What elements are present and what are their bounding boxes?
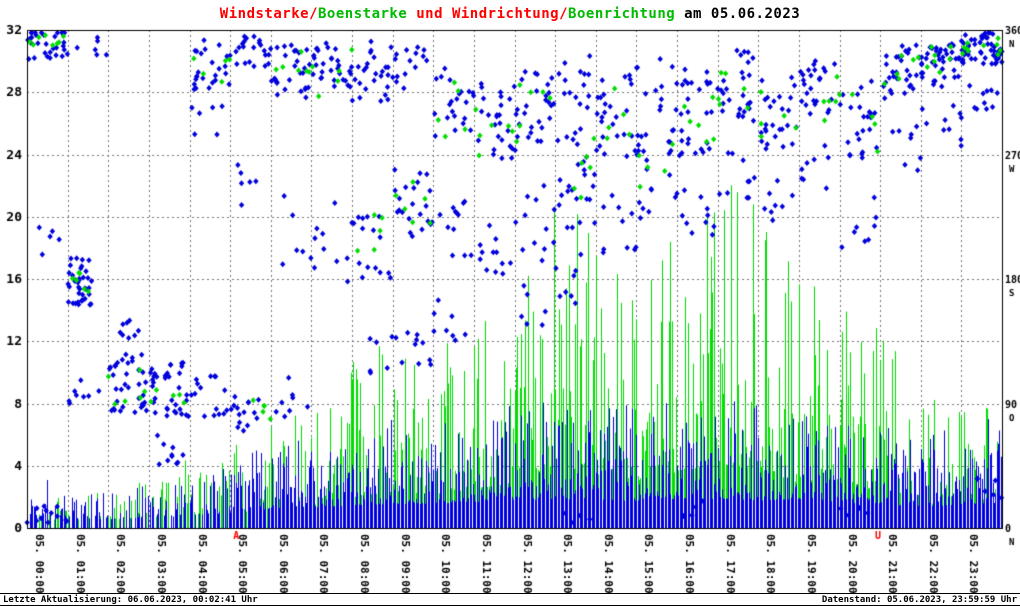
title-segment: Windrichtung/ — [451, 6, 569, 22]
title-segment: Boenrichtung — [568, 6, 676, 22]
title-segment: Boenstarke — [318, 6, 408, 22]
title-segment: am 05.06.2023 — [675, 6, 801, 22]
title-segment: Windstarke/ — [219, 6, 318, 22]
last-update-text: Letzte Aktualisierung: 06.06.2023, 00:02… — [3, 594, 258, 605]
title-segment: und — [407, 6, 452, 22]
chart-title: Windstarke/Boenstarke und Windrichtung/B… — [0, 6, 1020, 22]
footer-bar: Letzte Aktualisierung: 06.06.2023, 00:02… — [0, 593, 1020, 606]
data-state-text: Datenstand: 05.06.2023, 23:59:59 Uhr — [821, 594, 1017, 605]
